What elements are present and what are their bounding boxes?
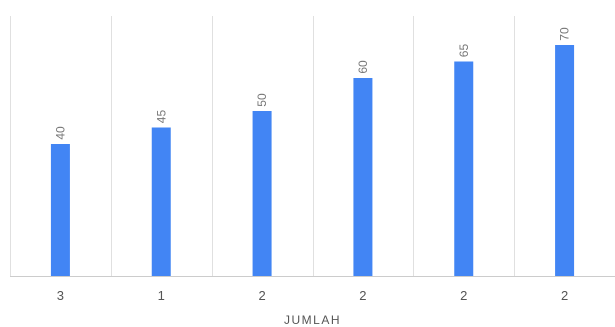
x-tick-label-3: 2 (258, 288, 265, 303)
data-label-4: 60 (356, 60, 370, 74)
bar-6 (555, 45, 575, 276)
bars (50, 45, 575, 276)
x-tick-label-6: 2 (561, 288, 568, 303)
x-tick-label-5: 2 (460, 288, 467, 303)
bar-2 (151, 127, 171, 276)
bar-5 (454, 61, 474, 276)
x-axis-title: JUMLAH (284, 313, 341, 327)
data-label-3: 50 (255, 93, 269, 107)
data-label-6: 70 (558, 27, 572, 41)
bar-3 (252, 111, 272, 276)
x-tick-labels: 3 1 2 2 2 2 (57, 288, 568, 303)
x-tick-label-4: 2 (359, 288, 366, 303)
data-label-5: 65 (457, 44, 471, 58)
bar-1 (50, 144, 70, 276)
data-label-1: 40 (53, 126, 67, 140)
x-tick-label-2: 1 (158, 288, 165, 303)
data-labels: 40 45 50 60 65 70 (53, 27, 571, 140)
data-label-2: 45 (154, 110, 168, 124)
x-tick-label-1: 3 (57, 288, 64, 303)
bar-4 (353, 78, 373, 276)
grid-lines (10, 16, 515, 276)
